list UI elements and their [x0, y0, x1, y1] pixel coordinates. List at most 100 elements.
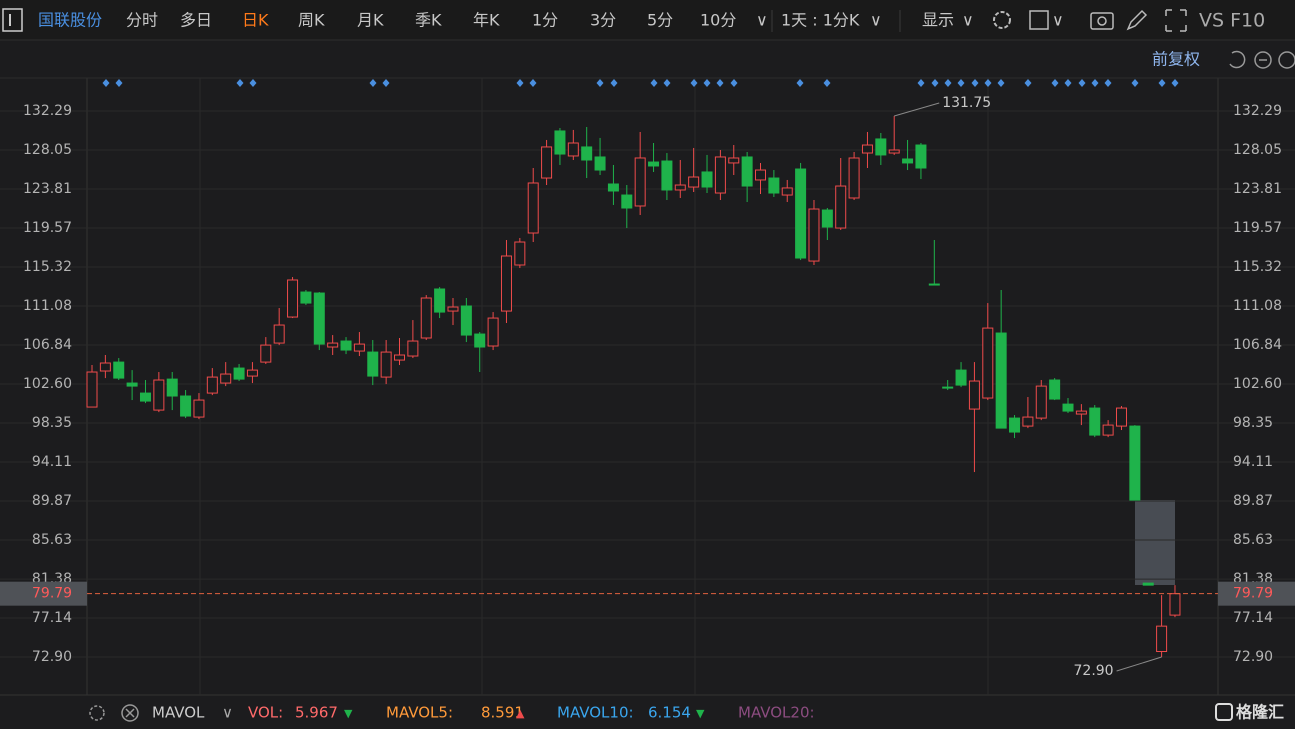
candle-body [861, 144, 873, 154]
candle-body [768, 177, 780, 194]
period-tab[interactable]: 年K [473, 11, 500, 30]
candle-body [327, 342, 339, 348]
y-tick-label: 72.90 [1233, 649, 1273, 665]
y-tick-label: 111.08 [23, 298, 72, 314]
event-marker [944, 79, 952, 87]
indicator-close[interactable] [121, 704, 139, 722]
last-price-label: 79.79 [32, 586, 72, 602]
camera-icon[interactable] [1090, 12, 1114, 30]
candle-body [1142, 582, 1154, 586]
y-tick-label: 102.60 [1233, 376, 1282, 392]
indicator-label: MAVOL20: [738, 704, 815, 722]
candle-body [1089, 407, 1101, 436]
y-tick-label: 132.29 [23, 103, 72, 119]
stock-name[interactable]: 国联股份 [38, 11, 102, 30]
period-tab[interactable]: 分时 [126, 11, 158, 30]
indicator-close-x [125, 708, 135, 718]
y-tick-label: 119.57 [23, 220, 72, 236]
y-tick-label: 115.32 [1233, 259, 1282, 275]
candle-body [527, 182, 539, 234]
dropdown-arrow[interactable]: ∨ [1052, 11, 1064, 30]
period-tab[interactable]: 10分 [700, 11, 736, 30]
candle-body [554, 130, 566, 155]
period-tab[interactable]: 季K [415, 11, 442, 30]
zoom-out-icon[interactable] [1254, 51, 1272, 69]
settings-icon[interactable] [993, 11, 1011, 29]
fullscreen-icon[interactable] [1165, 9, 1187, 32]
candle-body [982, 327, 994, 399]
y-tick-label: 85.63 [1233, 532, 1273, 548]
y-tick-label: 94.11 [1233, 454, 1273, 470]
y-tick-label: 85.63 [32, 532, 72, 548]
event-marker [1104, 79, 1112, 87]
event-marker [1024, 79, 1032, 87]
candle-body [487, 317, 499, 347]
period-tab[interactable]: 3分 [590, 11, 616, 30]
indicator-settings[interactable] [89, 705, 105, 721]
candle-body [674, 184, 686, 191]
compare-button[interactable]: VS F10 [1199, 10, 1265, 32]
draw-icon[interactable] [1126, 9, 1148, 31]
indicator-label: VOL: [248, 704, 283, 722]
candle-body [407, 340, 419, 357]
y-tick-label: 89.87 [32, 493, 72, 509]
indicator-value: 8.591 [481, 704, 524, 722]
candle-body [287, 279, 299, 318]
candle-body [1169, 593, 1181, 616]
display-menu[interactable]: 显示 [922, 11, 954, 30]
candle-body [353, 343, 365, 352]
dropdown-arrow[interactable]: ∨ [962, 11, 974, 30]
period-tab[interactable]: 5分 [647, 11, 673, 30]
candle-body [902, 158, 914, 164]
price-mode[interactable]: 前复权 [1152, 50, 1200, 69]
candle-body [153, 379, 165, 411]
candle-body [594, 156, 606, 171]
dropdown-arrow[interactable]: ∨ [756, 11, 768, 30]
candle-body [126, 382, 138, 387]
period-tab[interactable]: 周K [298, 11, 325, 30]
candle-body [835, 185, 847, 229]
indicator-label: MAVOL10: [557, 704, 634, 722]
candle-body [781, 187, 793, 196]
gap-shade [1135, 500, 1175, 585]
candle-body [500, 255, 512, 312]
y-tick-label: 111.08 [1233, 298, 1282, 314]
toolbar [0, 0, 1295, 40]
event-marker [529, 79, 537, 87]
candle-body [581, 146, 593, 161]
event-marker [984, 79, 992, 87]
event-marker [1158, 79, 1166, 87]
range-select[interactable]: 1天 : 1分K [781, 11, 860, 30]
candle-body [139, 392, 151, 402]
undo-icon[interactable] [1229, 50, 1246, 69]
indicator-value: 6.154 [648, 704, 691, 722]
candle-body [313, 292, 325, 345]
candle-body [300, 291, 312, 304]
candle-body [166, 378, 178, 397]
menu-icon[interactable] [2, 8, 23, 32]
event-marker [115, 79, 123, 87]
candle-body [968, 380, 980, 410]
candle-body [942, 386, 954, 389]
period-tab[interactable]: 1分 [532, 11, 558, 30]
candle-body [755, 169, 766, 181]
period-tab[interactable]: 月K [357, 11, 384, 30]
candle-body [86, 371, 98, 408]
zoom-in-icon[interactable] [1278, 51, 1295, 69]
dropdown-arrow[interactable]: ∨ [870, 11, 882, 30]
period-tab[interactable]: 日K [242, 11, 269, 30]
candle-body [621, 194, 633, 209]
event-marker [1171, 79, 1179, 87]
dropdown-arrow[interactable]: ∨ [222, 704, 233, 722]
candle-body [1129, 425, 1141, 501]
layout-icon[interactable] [1029, 10, 1049, 30]
candle-body [220, 373, 232, 384]
event-marker [931, 79, 939, 87]
candle-body [394, 354, 406, 361]
candle-body [688, 176, 700, 188]
event-marker [730, 79, 738, 87]
indicator-name[interactable]: MAVOL [152, 704, 205, 722]
candle-body [928, 283, 940, 286]
y-tick-label: 128.05 [1233, 142, 1282, 158]
period-tab[interactable]: 多日 [180, 11, 212, 30]
